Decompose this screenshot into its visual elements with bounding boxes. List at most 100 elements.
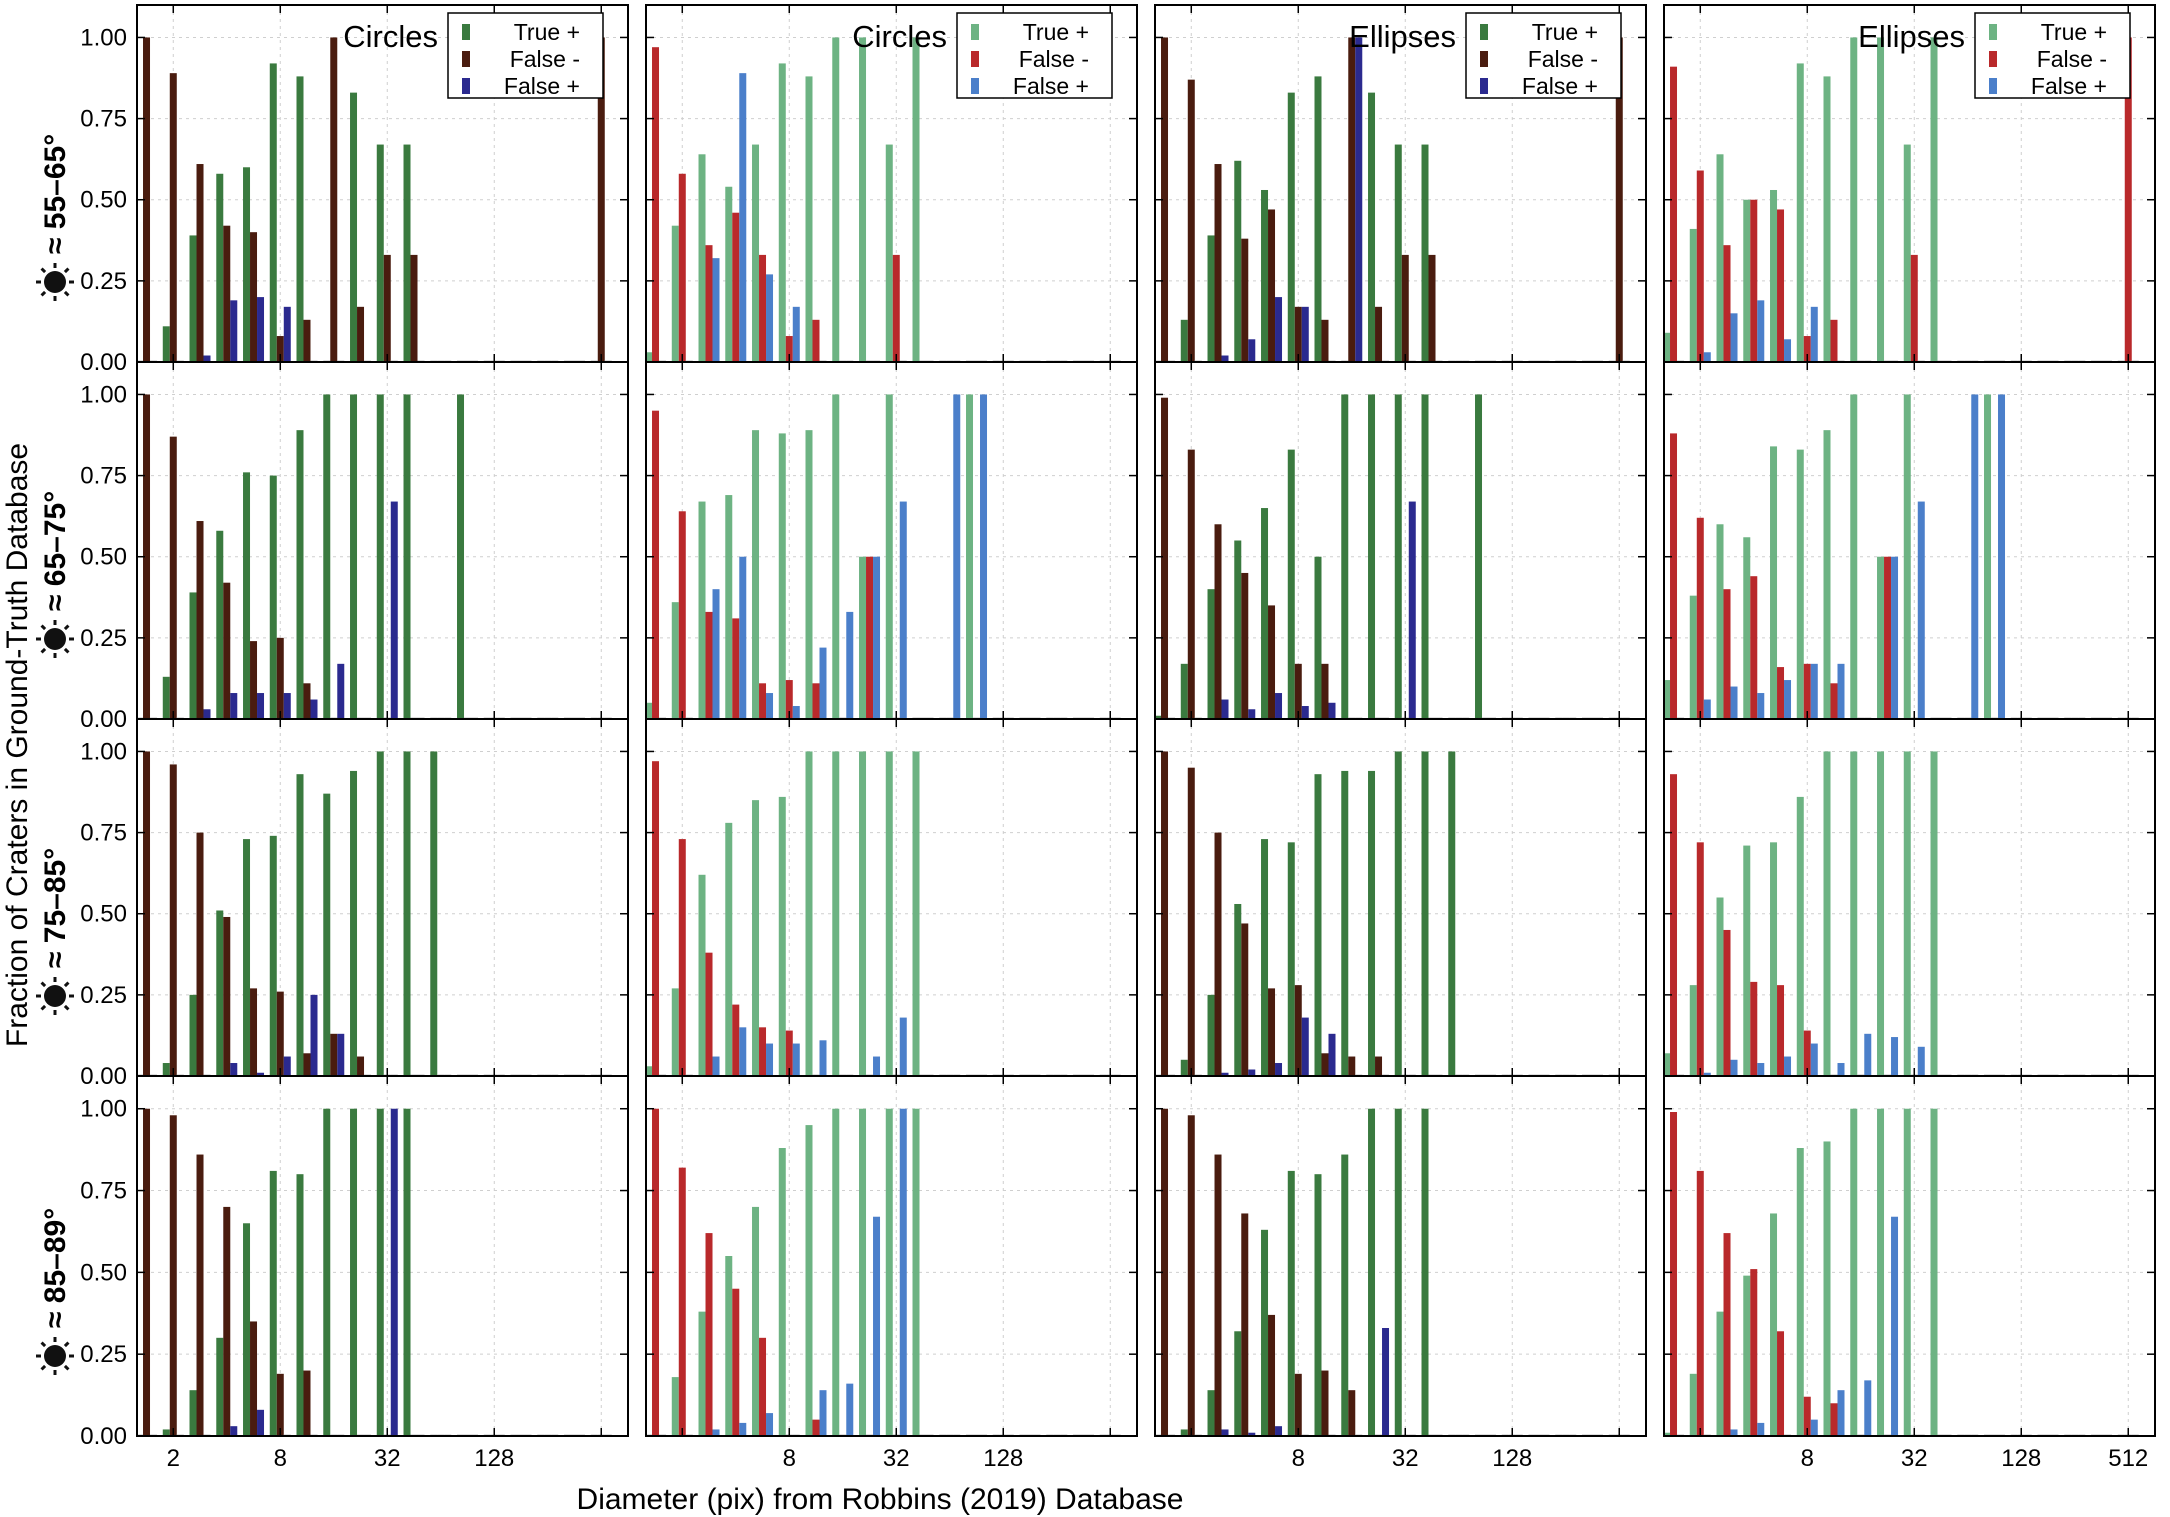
bar-false-negative bbox=[1268, 605, 1276, 719]
y-tick-label: 0.50 bbox=[80, 901, 127, 928]
bar-false-negative bbox=[1777, 985, 1785, 1076]
bar-true-positive bbox=[1716, 897, 1724, 1076]
bar-true-positive bbox=[1743, 1275, 1751, 1436]
bar-false-positive bbox=[1864, 1380, 1872, 1436]
bar-true-positive bbox=[350, 92, 358, 363]
bar-false-negative bbox=[705, 611, 713, 719]
bar-false-negative bbox=[1241, 1213, 1249, 1436]
bar-true-positive bbox=[725, 1256, 733, 1436]
y-tick-label: 0.75 bbox=[80, 463, 127, 490]
bar-true-positive bbox=[832, 751, 840, 1076]
bar-false-negative bbox=[410, 254, 418, 362]
bar-false-negative bbox=[1294, 1373, 1302, 1436]
bar-true-positive bbox=[1663, 1432, 1671, 1436]
bar-true-positive bbox=[805, 751, 813, 1076]
bar-false-positive bbox=[257, 693, 265, 719]
bar-true-positive bbox=[403, 394, 411, 719]
bar-true-positive bbox=[1903, 751, 1911, 1076]
bar-false-negative bbox=[1750, 1269, 1758, 1436]
bar-false-negative bbox=[1214, 1154, 1222, 1436]
bar-true-positive bbox=[885, 751, 893, 1076]
bar-false-positive bbox=[819, 1040, 827, 1076]
bar-true-positive bbox=[1770, 446, 1778, 719]
bar-true-positive bbox=[1234, 1331, 1242, 1436]
bar-false-negative bbox=[143, 751, 151, 1076]
bar-false-negative bbox=[143, 1108, 151, 1436]
bar-true-positive bbox=[1903, 394, 1911, 719]
bar-false-positive bbox=[792, 306, 800, 362]
bar-true-positive bbox=[1823, 76, 1831, 363]
bar-true-positive bbox=[752, 144, 760, 362]
bar-false-positive bbox=[1784, 339, 1792, 362]
legend-swatch-false-negative bbox=[462, 51, 470, 67]
panel-r0-c1: Circles True +False -False + bbox=[645, 4, 1138, 363]
bar-true-positive bbox=[1368, 770, 1376, 1076]
bar-true-positive bbox=[1207, 1390, 1215, 1436]
sun-icon-ray bbox=[40, 267, 47, 274]
legend-swatch-false-negative bbox=[1989, 51, 1997, 67]
bar-false-positive bbox=[1221, 1072, 1229, 1076]
x-tick-label: 8 bbox=[1292, 1445, 1305, 1472]
sun-icon bbox=[36, 263, 74, 301]
bar-false-positive bbox=[1810, 1043, 1818, 1076]
legend-swatch-false-positive bbox=[462, 78, 470, 94]
sun-icon-ray bbox=[40, 290, 47, 297]
bar-false-positive bbox=[1248, 1069, 1256, 1076]
bar-false-positive bbox=[1248, 709, 1256, 719]
bar-false-positive bbox=[337, 1033, 345, 1076]
legend: True +False -False + bbox=[1974, 12, 2131, 99]
bar-true-positive bbox=[698, 874, 706, 1076]
bar-false-negative bbox=[1348, 1056, 1356, 1076]
bar-false-negative bbox=[1268, 209, 1276, 362]
bar-false-negative bbox=[1375, 1056, 1383, 1076]
bar-false-positive bbox=[1757, 693, 1765, 719]
bar-true-positive bbox=[1930, 37, 1938, 363]
bar-false-negative bbox=[1777, 1331, 1785, 1436]
bar-false-positive bbox=[953, 394, 961, 719]
y-tick-label: 1.00 bbox=[80, 24, 127, 51]
bar-true-positive bbox=[1930, 1108, 1938, 1436]
bar-false-positive bbox=[1757, 300, 1765, 362]
bar-true-positive bbox=[1743, 845, 1751, 1076]
bar-false-positive bbox=[1864, 1033, 1872, 1076]
bar-true-positive bbox=[162, 326, 170, 362]
bar-true-positive bbox=[1903, 1108, 1911, 1436]
sun-icon bbox=[36, 1337, 74, 1375]
bar-false-positive bbox=[390, 1108, 398, 1436]
legend-swatch-false-positive bbox=[1480, 78, 1488, 94]
bar-false-negative bbox=[250, 641, 258, 719]
bar-true-positive bbox=[1850, 751, 1858, 1076]
bar-true-positive bbox=[1180, 319, 1188, 362]
bar-true-positive bbox=[1207, 235, 1215, 362]
bar-true-positive bbox=[1689, 228, 1697, 362]
row-label-text: ≈ 55–65° bbox=[39, 134, 72, 254]
bar-true-positive bbox=[1207, 994, 1215, 1076]
bar-false-negative bbox=[812, 319, 820, 362]
bar-false-positive bbox=[1810, 663, 1818, 719]
bar-true-positive bbox=[1341, 394, 1349, 719]
bar-true-positive bbox=[832, 1108, 840, 1436]
legend-swatch-true-positive bbox=[971, 24, 979, 40]
bar-false-negative bbox=[1777, 209, 1785, 362]
x-axis-title: Diameter (pix) from Robbins (2019) Datab… bbox=[577, 1483, 1184, 1516]
bar-false-positive bbox=[792, 706, 800, 719]
bar-false-negative bbox=[732, 212, 740, 362]
bar-false-positive bbox=[899, 1108, 907, 1436]
bar-false-positive bbox=[390, 501, 398, 719]
y-tick-label: 0.25 bbox=[80, 1341, 127, 1368]
bar-false-positive bbox=[712, 258, 720, 362]
legend-swatch-true-positive bbox=[1989, 24, 1997, 40]
bar-true-positive bbox=[376, 144, 384, 362]
bar-false-positive bbox=[873, 1056, 881, 1076]
legend-box bbox=[956, 12, 1113, 99]
bar-false-negative bbox=[652, 47, 660, 362]
bar-false-negative bbox=[1750, 981, 1758, 1076]
panel-r3-c3: 8 32 128 512 bbox=[1663, 1075, 2156, 1472]
bar-true-positive bbox=[1394, 751, 1402, 1076]
y-tick-label: 0.00 bbox=[80, 706, 127, 733]
bar-false-negative bbox=[143, 394, 151, 719]
bar-false-positive bbox=[203, 355, 211, 362]
panel-title: Ellipses bbox=[1349, 19, 1456, 54]
bar-false-positive bbox=[1301, 1017, 1309, 1076]
panel-r0-c3: Ellipses True +False -False + bbox=[1663, 4, 2156, 363]
